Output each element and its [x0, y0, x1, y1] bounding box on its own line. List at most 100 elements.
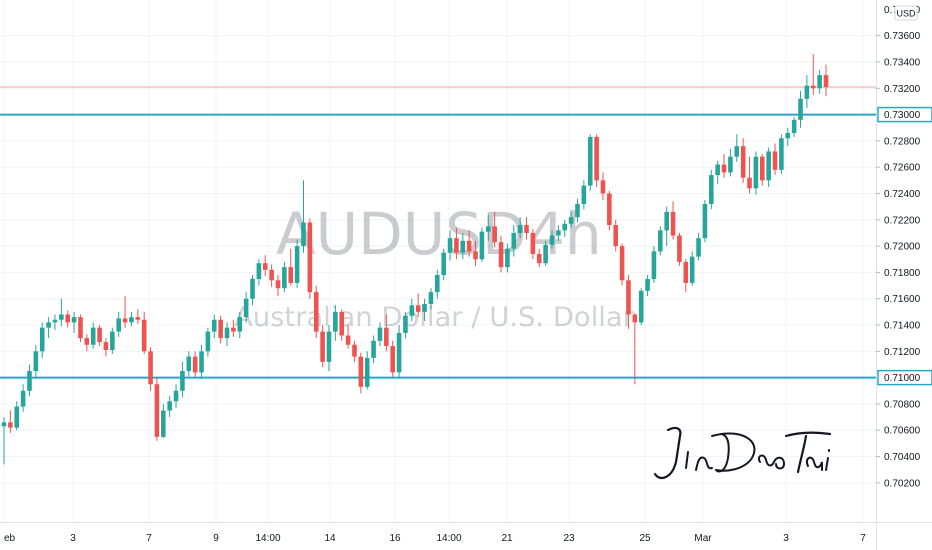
candle-up[interactable] [27, 364, 32, 397]
price-axis[interactable]: 0.73600 0.73400 0.73200 0.72800 0.72600 0.724… [876, 5, 932, 489]
candle-up[interactable] [199, 344, 204, 379]
candle-down[interactable] [313, 285, 319, 339]
candle-up[interactable] [110, 327, 115, 354]
candle-down[interactable] [154, 377, 160, 441]
candle-up[interactable] [696, 232, 701, 261]
candle-up[interactable] [364, 351, 370, 390]
candle-up[interactable] [167, 396, 172, 418]
candle-up[interactable] [817, 69, 822, 94]
candle-up[interactable] [658, 226, 663, 256]
candle-up[interactable] [543, 240, 548, 266]
candle-up[interactable] [39, 322, 45, 358]
candle-up[interactable] [785, 127, 791, 147]
candle-down[interactable] [747, 156, 752, 194]
candle-down[interactable] [141, 311, 147, 354]
candle-up[interactable] [715, 160, 720, 185]
candle-down[interactable] [626, 275, 631, 329]
candle-down[interactable] [632, 313, 638, 385]
candle-down[interactable] [358, 352, 364, 394]
candle-up[interactable] [71, 311, 77, 333]
candle-up[interactable] [237, 311, 243, 339]
candle-down[interactable] [148, 347, 153, 391]
candle-up[interactable] [14, 401, 20, 431]
candle-down[interactable] [275, 275, 281, 297]
candle-up[interactable] [1, 417, 7, 465]
candle-up[interactable] [333, 305, 338, 341]
candle-down[interactable] [530, 229, 536, 260]
candle-down[interactable] [8, 410, 13, 433]
candle-up[interactable] [485, 214, 491, 241]
candle-down[interactable] [135, 309, 141, 324]
candle-up[interactable] [20, 384, 26, 412]
candle-up[interactable] [205, 327, 211, 357]
candle-down[interactable] [84, 334, 90, 352]
candle-up[interactable] [396, 325, 402, 378]
candle-up[interactable] [377, 322, 383, 347]
candle-down[interactable] [307, 218, 313, 299]
candle-down[interactable] [810, 54, 816, 95]
candle-up[interactable] [562, 219, 568, 237]
candle-up[interactable] [568, 211, 574, 228]
candle-up[interactable] [33, 344, 39, 378]
candle-down[interactable] [339, 309, 345, 341]
currency-badge[interactable]: USD [894, 5, 918, 21]
candle-up[interactable] [428, 288, 434, 310]
candle-up[interactable] [326, 325, 332, 372]
candle-down[interactable] [122, 296, 128, 328]
candle-down[interactable] [78, 314, 83, 343]
candle-up[interactable] [180, 361, 185, 398]
candle-down[interactable] [613, 219, 619, 252]
candle-up[interactable] [256, 259, 262, 286]
candle-down[interactable] [103, 338, 109, 357]
candle-up[interactable] [46, 317, 51, 339]
candle-up[interactable] [575, 198, 580, 223]
candle-down[interactable] [192, 351, 198, 378]
candle-up[interactable] [709, 169, 714, 210]
candle-up[interactable] [294, 239, 300, 289]
candle-up[interactable] [211, 314, 217, 339]
candle-up[interactable] [129, 311, 134, 327]
candle-up[interactable] [59, 298, 64, 327]
candle-up[interactable] [702, 200, 708, 243]
candle-up[interactable] [728, 148, 733, 177]
candle-down[interactable] [473, 240, 478, 266]
candle-up[interactable] [301, 180, 306, 253]
candle-up[interactable] [90, 322, 96, 349]
candle-down[interactable] [683, 259, 689, 293]
candle-down[interactable] [218, 315, 223, 344]
candle-up[interactable] [638, 288, 644, 326]
candle-down[interactable] [536, 248, 542, 268]
candle-up[interactable] [409, 298, 415, 322]
candle-up[interactable] [511, 225, 517, 257]
candle-down[interactable] [619, 243, 625, 286]
candle-down[interactable] [677, 232, 682, 266]
candle-up[interactable] [224, 322, 230, 347]
candle-down[interactable] [607, 190, 612, 231]
candle-up[interactable] [173, 384, 179, 408]
candle-down[interactable] [390, 340, 395, 378]
candle-down[interactable] [384, 314, 389, 352]
candle-up[interactable] [766, 147, 771, 187]
candle-up[interactable] [479, 227, 485, 262]
candle-up[interactable] [779, 134, 784, 174]
candle-down[interactable] [320, 325, 325, 368]
candle-up[interactable] [371, 335, 376, 364]
candle-up[interactable] [791, 117, 797, 137]
candle-up[interactable] [186, 351, 192, 377]
candle-down[interactable] [498, 235, 504, 273]
candle-down[interactable] [466, 230, 472, 257]
candle-down[interactable] [740, 138, 746, 183]
candle-up[interactable] [689, 251, 695, 286]
candle-up[interactable] [403, 311, 408, 339]
candle-down[interactable] [492, 211, 497, 248]
candle-down[interactable] [759, 154, 765, 186]
candle-down[interactable] [772, 143, 778, 176]
candle-up[interactable] [587, 134, 593, 191]
candle-up[interactable] [645, 275, 650, 297]
candle-up[interactable] [517, 217, 523, 239]
candle-up[interactable] [447, 230, 453, 261]
candle-up[interactable] [422, 298, 427, 322]
candle-down[interactable] [721, 154, 727, 178]
candle-down[interactable] [262, 255, 268, 277]
candle-down[interactable] [269, 264, 274, 287]
